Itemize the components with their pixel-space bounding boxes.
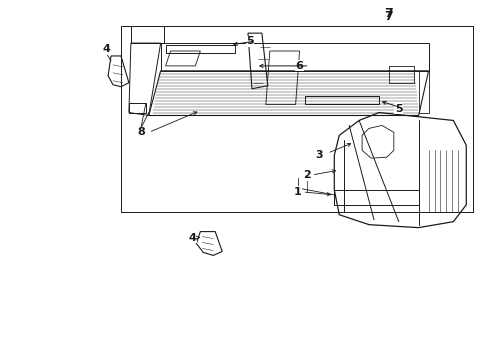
Text: 5: 5	[395, 104, 403, 113]
Text: 7: 7	[385, 7, 393, 20]
Text: 2: 2	[303, 170, 310, 180]
Text: 3: 3	[316, 150, 323, 160]
Text: 6: 6	[295, 61, 303, 71]
Text: 5: 5	[246, 36, 254, 46]
Text: 7: 7	[385, 10, 393, 23]
Text: 4: 4	[102, 44, 110, 54]
Text: 8: 8	[137, 127, 145, 138]
Text: 1: 1	[294, 187, 301, 197]
Text: 4: 4	[189, 233, 196, 243]
